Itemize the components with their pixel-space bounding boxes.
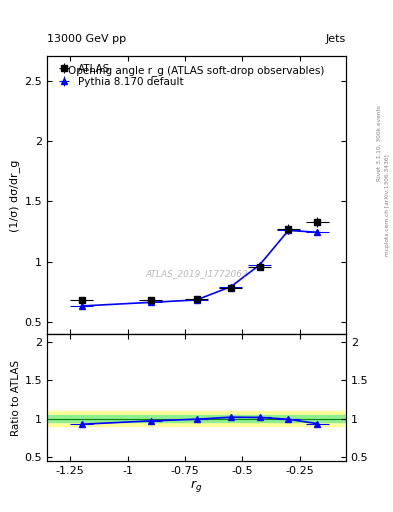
Y-axis label: Ratio to ATLAS: Ratio to ATLAS [11,359,20,436]
Text: Rivet 3.1.10, 300k events: Rivet 3.1.10, 300k events [377,105,382,181]
Text: mcplots.cern.ch [arXiv:1306.3436]: mcplots.cern.ch [arXiv:1306.3436] [385,154,389,255]
Text: 13000 GeV pp: 13000 GeV pp [47,33,126,44]
Y-axis label: (1/σ) dσ/dr_g: (1/σ) dσ/dr_g [9,159,20,231]
Bar [47,411,346,426]
Legend: ATLAS, Pythia 8.170 default: ATLAS, Pythia 8.170 default [52,61,186,89]
Text: Jets: Jets [325,33,346,44]
Text: Opening angle r_g (ATLAS soft-drop observables): Opening angle r_g (ATLAS soft-drop obser… [68,65,325,76]
Bar [47,415,346,422]
X-axis label: $r_g$: $r_g$ [190,478,203,495]
Text: ATLAS_2019_I1772062: ATLAS_2019_I1772062 [145,269,248,278]
